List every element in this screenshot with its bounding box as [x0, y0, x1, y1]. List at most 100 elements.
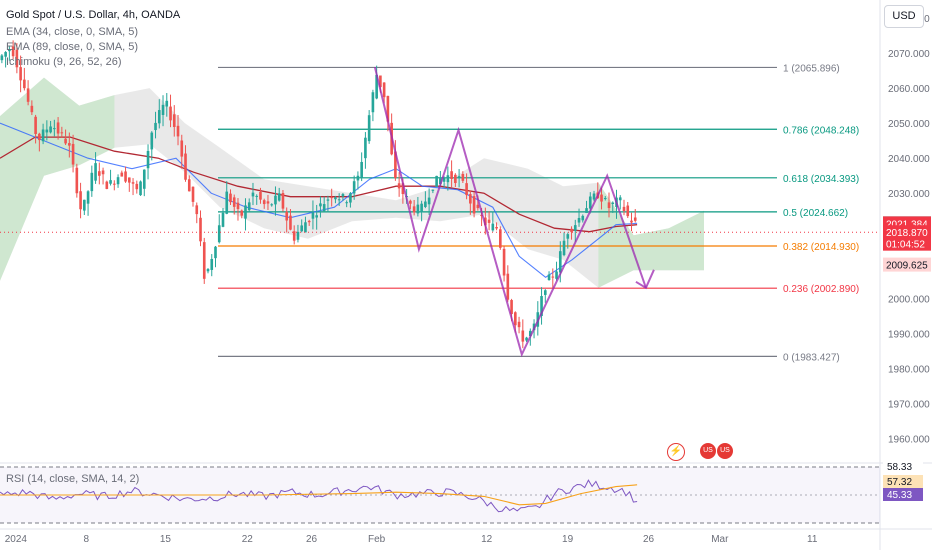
candle-body — [543, 290, 547, 295]
rsi-legend[interactable]: RSI (14, close, SMA, 14, 2) — [6, 473, 140, 485]
candle-body — [161, 104, 165, 115]
candle-body — [427, 197, 431, 205]
ema34-line — [0, 122, 638, 278]
candle-body — [514, 312, 517, 326]
candle-body — [491, 223, 495, 231]
candle-body — [454, 174, 457, 184]
price-tick-label: 1960.000 — [888, 434, 930, 445]
candle-body — [304, 222, 307, 233]
candle-body — [38, 133, 41, 141]
candle-body — [296, 231, 300, 240]
candle-body — [142, 169, 146, 189]
candle-body — [465, 183, 468, 196]
candle-body — [585, 208, 588, 213]
candle-body — [322, 204, 326, 212]
rsi-ma-line — [0, 484, 638, 506]
candle-body — [225, 191, 229, 214]
price-tag — [883, 257, 931, 272]
candle-body — [19, 67, 22, 81]
currency-button[interactable]: USD — [884, 5, 924, 28]
rsi-tag-label: 45.33 — [887, 490, 912, 501]
candle-body — [266, 201, 270, 204]
fib-level-label: 0.618 (2034.393) — [783, 174, 859, 185]
candle-body — [135, 183, 139, 190]
candle-body — [165, 100, 169, 107]
candles — [0, 40, 637, 349]
candle-body — [49, 126, 52, 133]
ichimoku-legend[interactable]: Ichimoku (9, 26, 52, 26) — [6, 56, 122, 68]
fib-level-label: 0.5 (2024.662) — [783, 208, 848, 219]
candle-body — [244, 205, 247, 219]
candle-body — [150, 132, 154, 150]
candle-body — [120, 172, 124, 177]
candle-body — [573, 225, 577, 231]
candle-body — [109, 180, 112, 184]
time-tick-label: 12 — [481, 534, 493, 545]
candle-body — [371, 92, 375, 113]
us-flag-event-icon-2[interactable]: US — [717, 443, 733, 459]
candle-body — [98, 171, 101, 176]
candle-body — [60, 132, 64, 134]
candle-body — [442, 177, 446, 182]
rsi-line — [0, 479, 638, 513]
candle-body — [292, 231, 296, 241]
candle-body — [247, 202, 251, 211]
candle-body — [461, 173, 465, 181]
rsi-tag — [883, 475, 923, 488]
candle-body — [394, 151, 397, 179]
flash-event-icon[interactable]: ⚡ — [667, 443, 685, 461]
candle-body — [611, 202, 615, 205]
candle-body — [502, 248, 506, 276]
price-tag — [883, 236, 931, 251]
candle-body — [206, 269, 210, 272]
candle-body — [229, 193, 232, 203]
candle-body — [75, 167, 79, 194]
candle-body — [199, 217, 202, 242]
candle-body — [562, 240, 566, 256]
candle-body — [30, 105, 34, 113]
candle-body — [495, 226, 498, 229]
time-tick-label: 26 — [306, 534, 318, 545]
candle-body — [484, 217, 487, 226]
projection-arrowhead — [635, 269, 655, 290]
candle-body — [412, 206, 416, 213]
price-tick-label: 2040.000 — [888, 154, 930, 165]
us-flag-event-icon[interactable]: US — [700, 443, 716, 459]
candle-body — [450, 171, 453, 179]
candle-body — [618, 197, 622, 201]
candle-body — [285, 211, 289, 221]
ema89-line — [0, 136, 638, 233]
price-tick-label: 1970.000 — [888, 399, 930, 410]
candle-body — [139, 181, 142, 196]
candle-body — [319, 203, 322, 207]
candle-body — [184, 153, 187, 180]
rsi-tag-label: 57.32 — [887, 477, 912, 488]
rsi-tag-label: 58.33 — [887, 462, 912, 473]
candle-body — [431, 189, 435, 191]
candle-body — [259, 191, 262, 200]
candle-body — [15, 49, 19, 68]
candle-body — [367, 115, 371, 142]
candle-body — [79, 191, 82, 210]
fib-level-label: 1 (2065.896) — [783, 63, 840, 74]
candle-body — [630, 220, 633, 223]
candle-body — [446, 175, 450, 183]
candle-body — [64, 138, 67, 144]
candle-body — [330, 197, 333, 199]
candle-body — [633, 217, 637, 221]
candle-body — [547, 274, 551, 281]
fib-level-label: 0 (1983.427) — [783, 352, 840, 363]
price-tag-label: 2018.870 — [886, 228, 928, 239]
candle-body — [375, 74, 378, 99]
ema34-legend[interactable]: EMA (34, close, 0, SMA, 5) — [6, 26, 139, 38]
candle-body — [277, 193, 281, 201]
candle-body — [592, 193, 596, 200]
ema89-legend[interactable]: EMA (89, close, 0, SMA, 5) — [6, 41, 139, 53]
candle-body — [622, 206, 626, 212]
candle-body — [56, 122, 60, 134]
candle-body — [45, 129, 49, 133]
candle-body — [588, 196, 592, 209]
candle-body — [4, 52, 7, 57]
price-tick-label: 1990.000 — [888, 329, 930, 340]
